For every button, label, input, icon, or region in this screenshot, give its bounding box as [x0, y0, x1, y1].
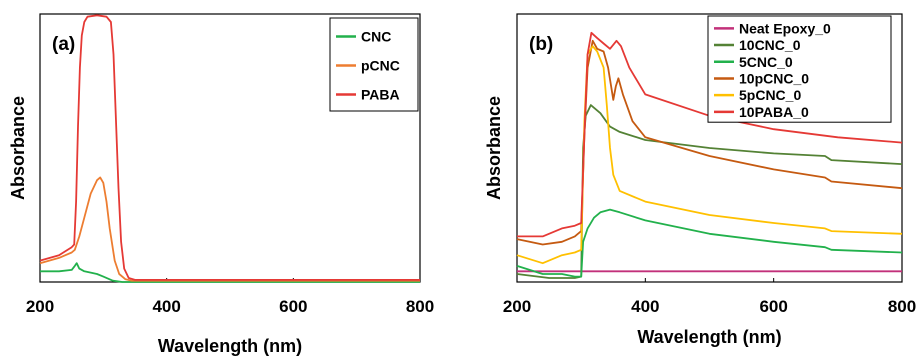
legend-label: Neat Epoxy_0: [739, 20, 831, 36]
legend-box: [707, 15, 892, 123]
series-line-0: [40, 262, 420, 283]
y-axis-title: Absorbance: [8, 96, 28, 200]
panel-a: 200 400 600 800 Wavelength (nm) Absorbance (a)…: [8, 13, 434, 356]
series-line-4: [516, 45, 903, 265]
y-axis-title: Absorbance: [484, 96, 504, 200]
series-line-2: [516, 208, 903, 278]
x-tick-label: 600: [759, 297, 787, 316]
x-tick-label: 200: [503, 297, 531, 316]
plot-frame: [516, 13, 903, 283]
series-line-3: [516, 39, 903, 246]
x-tick-label: 600: [279, 297, 307, 316]
x-tick-label: 800: [888, 297, 916, 316]
series-line-1: [39, 176, 420, 282]
x-axis-title: Wavelength (nm): [158, 336, 302, 356]
legend-label: 10pCNC_0: [739, 70, 809, 86]
x-tick-label: 200: [26, 297, 54, 316]
panel-label: (b): [529, 34, 553, 55]
panel-label: (a): [52, 34, 75, 55]
legend-label: 5pCNC_0: [739, 87, 801, 103]
legend-label: pCNC: [361, 58, 400, 74]
legend-label: 10CNC_0: [739, 37, 801, 53]
x-tick-label: 400: [152, 297, 180, 316]
legend-label: 10PABA_0: [739, 104, 809, 120]
legend-label: 5CNC_0: [739, 54, 793, 70]
panel-b: 200 400 600 800 Wavelength (nm) Absorbance (b)…: [484, 13, 916, 347]
legend-label: CNC: [361, 29, 391, 45]
x-axis-title: Wavelength (nm): [637, 327, 781, 347]
x-tick-label: 400: [631, 297, 659, 316]
x-tick-label: 800: [406, 297, 434, 316]
legend-label: PABA: [361, 87, 400, 103]
series-line-2: [39, 14, 420, 281]
